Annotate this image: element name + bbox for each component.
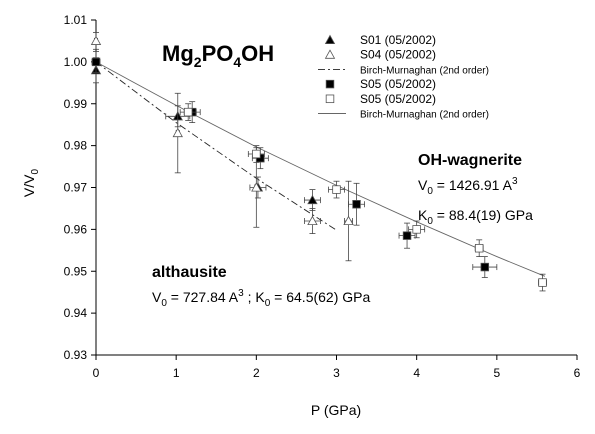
annotation-wagnerite: OH-wagnerite V0 = 1426.91 A3 K0 = 88.4(1… (418, 152, 533, 227)
marker-shape (172, 127, 183, 138)
marker-shape (324, 34, 336, 44)
fit-line-dash-dot (95, 61, 337, 231)
marker-shape (307, 194, 318, 205)
marker-shape (325, 79, 335, 89)
y-tick-label: 0.96 (64, 222, 88, 236)
marker-shape (538, 278, 547, 287)
legend-item: Birch-Murnaghan (2nd order) (318, 110, 489, 121)
x-tick-label: 6 (574, 366, 581, 380)
y-tick-label: 1.00 (64, 55, 88, 69)
marker-shape (307, 215, 318, 226)
data-point-open-triangle (172, 92, 183, 174)
data-point-open-triangle (304, 208, 321, 234)
althausite-label: althausite (152, 264, 227, 281)
x-tick-label: 4 (413, 366, 420, 380)
marker-shape (183, 107, 193, 117)
x-tick-label: 0 (93, 366, 100, 380)
marker-shape (332, 185, 341, 194)
wagnerite-label: OH-wagnerite (418, 152, 522, 169)
marker-shape (325, 94, 335, 104)
legend-label: S05 (05/2002) (360, 92, 436, 106)
data-point-open-square (328, 180, 345, 199)
y-axis-label: V/V0 (21, 168, 41, 197)
x-axis-label: P (GPa) (311, 402, 361, 418)
y-tick-label: 1.01 (64, 13, 88, 27)
althausite-params: V0 = 727.84 A3 ; K0 = 64.5(62) GPa (152, 288, 370, 309)
y-tick-label: 0.93 (64, 348, 88, 362)
y-tick-label: 0.98 (64, 139, 88, 153)
legend-item: S05 (05/2002) (325, 92, 436, 106)
x-tick-label: 2 (253, 366, 260, 380)
x-tick-label: 5 (493, 366, 500, 380)
data-point-filled-square (398, 222, 416, 249)
marker-shape (252, 149, 261, 159)
data-point-open-square (474, 239, 484, 257)
legend-item: S05 (05/2002) (325, 77, 436, 91)
data-point-open-square (408, 220, 426, 239)
x-axis: 0 1 2 3 4 5 6 (93, 355, 581, 380)
legend-item: Birch-Murnaghan (2nd order) (318, 65, 489, 76)
x-tick-label: 1 (173, 366, 180, 380)
data-point-open-triangle (343, 180, 354, 262)
marker-shape (352, 200, 361, 209)
annotation-althausite: althausite V0 = 727.84 A3 ; K0 = 64.5(62… (152, 264, 370, 309)
legend-label: S01 (05/2002) (360, 33, 436, 47)
data-points (90, 32, 547, 292)
marker-shape (402, 231, 412, 240)
data-point-filled-square (91, 51, 101, 73)
y-tick-label: 0.97 (64, 181, 88, 195)
y-axis: 0.93 0.94 0.95 0.96 0.97 0.98 0.99 1.00 1.01 (64, 13, 96, 362)
data-point-open-square (179, 103, 197, 121)
legend-label: Birch-Murnaghan (2nd order) (360, 110, 489, 121)
y-tick-label: 0.95 (64, 264, 88, 278)
marker-shape (251, 182, 262, 192)
data-point-filled-triangle (304, 189, 321, 211)
y-tick-label: 0.94 (64, 306, 88, 320)
data-point-filled-square (348, 182, 365, 226)
marker-shape (474, 243, 484, 253)
legend-label: S04 (05/2002) (360, 48, 436, 62)
marker-shape (324, 49, 336, 59)
x-tick-label: 3 (333, 366, 340, 380)
marker-shape (343, 215, 354, 226)
marker-shape (90, 35, 102, 45)
marker-shape (412, 225, 421, 234)
data-point-filled-square (472, 256, 498, 278)
legend-label: Birch-Murnaghan (2nd order) (360, 65, 489, 76)
data-point-open-square (247, 145, 265, 163)
wagnerite-v0: V0 = 1426.91 A3 (418, 176, 518, 197)
legend-item: S04 (05/2002) (324, 48, 436, 62)
marker-shape (91, 57, 101, 67)
chart-title: Mg2PO4OH (162, 41, 274, 70)
y-axis-label-group: V/V0 (21, 168, 41, 197)
data-point-open-triangle (90, 32, 102, 50)
data-point-open-square (538, 273, 547, 292)
marker-shape (480, 262, 490, 272)
wagnerite-k0: K0 = 88.4(19) GPa (418, 207, 533, 227)
legend-item: S01 (05/2002) (324, 33, 436, 47)
legend-label: S05 (05/2002) (360, 77, 436, 91)
legend: S01 (05/2002)S04 (05/2002) Birch-Murnagha… (318, 33, 489, 121)
y-tick-label: 0.99 (64, 97, 88, 111)
